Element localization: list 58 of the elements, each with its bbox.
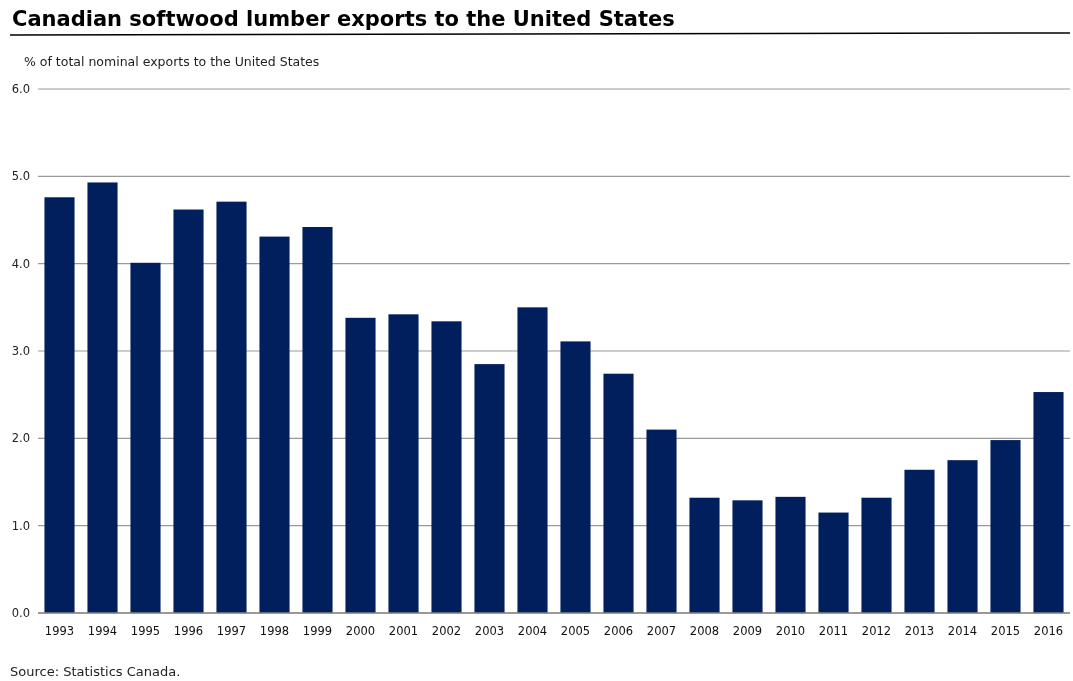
x-tick-label: 2015 <box>990 624 1021 638</box>
y-tick-label: 0.0 <box>11 606 30 621</box>
chart-title: Canadian softwood lumber exports to the United States <box>12 7 675 31</box>
bar <box>345 317 376 613</box>
x-tick-label: 2011 <box>818 624 849 638</box>
x-tick-label: 2000 <box>345 624 376 638</box>
bar <box>517 307 548 613</box>
x-tick-label: 1999 <box>302 624 333 638</box>
source-note: Source: Statistics Canada. <box>10 664 181 679</box>
bar <box>646 429 677 613</box>
bar <box>431 321 462 613</box>
x-tick-label: 2014 <box>947 624 978 638</box>
x-tick-label: 2008 <box>689 624 720 638</box>
bar <box>947 460 978 613</box>
bar <box>259 236 290 613</box>
x-tick-label: 2001 <box>388 624 419 638</box>
bar <box>44 197 75 613</box>
y-axis-title: % of total nominal exports to the United States <box>24 54 320 69</box>
x-tick-label: 1994 <box>87 624 118 638</box>
x-tick-label: 2016 <box>1033 624 1064 638</box>
bar <box>173 209 204 613</box>
bar <box>216 201 247 613</box>
bar <box>1033 392 1064 613</box>
x-tick-label: 1997 <box>216 624 247 638</box>
bar <box>775 496 806 613</box>
bar <box>904 469 935 613</box>
y-tick-label: 4.0 <box>11 256 30 271</box>
y-tick-label: 5.0 <box>11 169 30 184</box>
bar <box>474 364 505 613</box>
x-tick-label: 2005 <box>560 624 591 638</box>
bar <box>732 500 763 613</box>
x-tick-label: 1998 <box>259 624 290 638</box>
bar <box>818 512 849 613</box>
x-tick-label: 2010 <box>775 624 806 638</box>
x-tick-label: 2012 <box>861 624 892 638</box>
bar <box>388 314 419 613</box>
x-tick-label: 1996 <box>173 624 204 638</box>
bar <box>603 373 634 613</box>
x-tick-label: 2009 <box>732 624 763 638</box>
bar <box>689 497 720 613</box>
x-tick-label: 2004 <box>517 624 548 638</box>
x-tick-label: 2006 <box>603 624 634 638</box>
x-tick-label: 2007 <box>646 624 677 638</box>
bar <box>861 497 892 613</box>
x-tick-label: 2003 <box>474 624 505 638</box>
x-tick-label: 1995 <box>130 624 161 638</box>
x-tick-label: 2013 <box>904 624 935 638</box>
y-tick-label: 6.0 <box>11 82 30 97</box>
bar <box>130 262 161 613</box>
bar <box>560 341 591 613</box>
bar <box>990 440 1021 613</box>
y-tick-label: 3.0 <box>11 344 30 359</box>
y-tick-label: 1.0 <box>11 518 30 533</box>
x-tick-label: 1993 <box>44 624 75 638</box>
bar <box>302 226 333 613</box>
bar <box>87 182 118 613</box>
y-tick-label: 2.0 <box>11 431 30 446</box>
x-tick-label: 2002 <box>431 624 462 638</box>
